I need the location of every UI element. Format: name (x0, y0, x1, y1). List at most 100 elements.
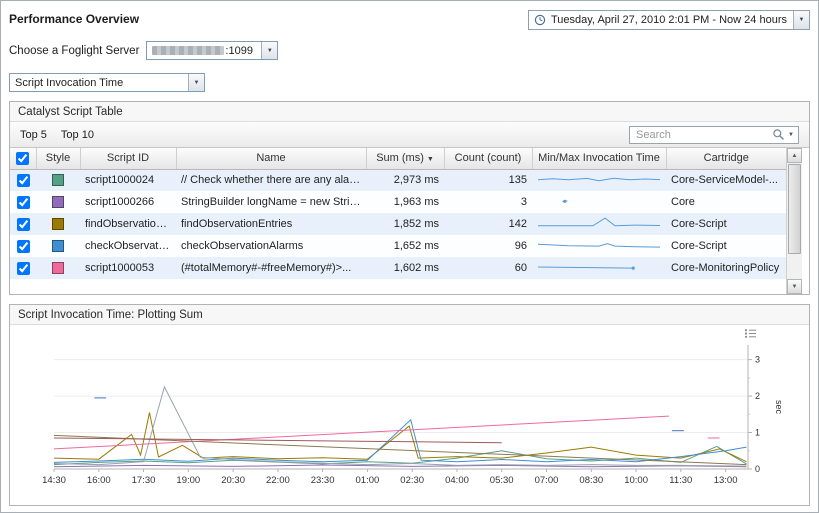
scroll-up-arrow[interactable]: ▲ (787, 148, 802, 163)
name-cell: checkObservationAlarms (181, 240, 304, 252)
metric-dropdown-arrow[interactable]: ▼ (188, 74, 204, 91)
minmax-sparkline (537, 266, 635, 270)
svg-text:08:30: 08:30 (579, 475, 603, 486)
table-row[interactable]: findObservationE... findObservationEntri… (10, 213, 786, 235)
minmax-sparkline (562, 199, 568, 203)
cartridge-cell: Core-MonitoringPolicy (671, 262, 780, 274)
table-header-row: Style Script ID Name Sum (ms) ▼ Count (co… (10, 148, 786, 170)
col-style: Style (36, 148, 81, 170)
svg-text:1: 1 (755, 428, 760, 438)
table-row[interactable]: script1000024 // Check whether there are… (10, 169, 786, 191)
server-port-label: :1099 (225, 44, 253, 57)
style-swatch (52, 174, 64, 187)
select-all-checkbox[interactable] (16, 151, 30, 165)
page-title: Performance Overview (9, 12, 140, 26)
chart-options-icon[interactable] (744, 328, 757, 342)
search-icon[interactable] (772, 128, 785, 141)
time-range-icon (529, 14, 549, 26)
server-dropdown-arrow[interactable]: ▼ (261, 42, 278, 59)
name-cell: StringBuilder longName = new Strin... (181, 196, 365, 208)
top5-link[interactable]: Top 5 (20, 128, 47, 141)
sum-cell: 1,652 ms (393, 240, 439, 252)
svg-text:23:30: 23:30 (311, 475, 335, 486)
time-range-dropdown-arrow[interactable]: ▼ (793, 11, 809, 29)
table-row[interactable]: script1000053 (#totalMemory#-#freeMemory… (10, 257, 786, 279)
svg-text:05:30: 05:30 (490, 475, 514, 486)
search-input[interactable] (634, 127, 770, 142)
script-id-cell: findObservationE... (85, 218, 176, 230)
line-chart: 14:30 16:00 17:30 19:00 20:30 22:00 23:30 01:00… (42, 345, 784, 486)
server-name-redacted (152, 46, 225, 55)
script-table: Style Script ID Name Sum (ms) ▼ Count (co… (10, 148, 786, 279)
server-row: Choose a Foglight Server :1099 ▼ (9, 41, 810, 60)
scroll-down-arrow[interactable]: ▼ (787, 279, 802, 294)
time-range-label: Tuesday, April 27, 2010 2:01 PM - Now 24… (550, 14, 787, 26)
sort-desc-icon: ▼ (426, 156, 434, 164)
col-sum: Sum (ms) ▼ (366, 148, 445, 170)
minmax-sparkline (537, 177, 661, 181)
table-toolbar: Top 5 Top 10 ▼ (10, 122, 809, 148)
style-swatch (52, 240, 64, 253)
cartridge-cell: Core-Script (671, 240, 727, 252)
search-box[interactable]: ▼ (629, 125, 799, 144)
count-cell: 60 (514, 262, 527, 274)
svg-text:3: 3 (755, 355, 760, 365)
table-scrollbar[interactable]: ▲ ▼ (786, 148, 802, 294)
name-cell: // Check whether there are any alar... (181, 174, 362, 187)
row-checkbox[interactable] (16, 173, 30, 187)
sum-cell: 1,963 ms (393, 196, 439, 208)
col-minmax: Min/Max Invocation Time (532, 148, 667, 170)
svg-text:2: 2 (755, 391, 760, 401)
sum-cell: 1,852 ms (393, 218, 439, 230)
col-script-id: Script ID (80, 148, 177, 170)
count-cell: 135 (508, 174, 527, 187)
name-cell: findObservationEntries (181, 218, 293, 230)
metric-row: Script Invocation Time ▼ (9, 73, 810, 92)
row-checkbox[interactable] (16, 195, 30, 209)
col-name: Name (176, 148, 367, 170)
svg-text:10:00: 10:00 (624, 475, 648, 486)
cartridge-cell: Core-ServiceModel-... (671, 174, 778, 187)
search-options-arrow[interactable]: ▼ (788, 131, 794, 138)
svg-text:11:30: 11:30 (669, 475, 692, 486)
row-checkbox[interactable] (16, 217, 30, 231)
svg-text:22:00: 22:00 (266, 475, 290, 486)
scroll-thumb[interactable] (788, 164, 801, 254)
table-zone: Style Script ID Name Sum (ms) ▼ Count (co… (10, 148, 809, 294)
row-checkbox[interactable] (16, 239, 30, 253)
table-row[interactable]: checkObservation... checkObservationAlar… (10, 235, 786, 257)
table-row[interactable]: script1000266 StringBuilder longName = n… (10, 191, 786, 213)
plot-panel: Script Invocation Time: Plotting Sum 14:… (9, 304, 810, 506)
time-range-selector[interactable]: Tuesday, April 27, 2010 2:01 PM - Now 24… (527, 10, 810, 30)
col-count: Count (count) (444, 148, 533, 170)
catalyst-script-table-panel: Catalyst Script Table Top 5 Top 10 ▼ (9, 101, 810, 295)
svg-text:07:00: 07:00 (535, 475, 559, 486)
count-cell: 142 (508, 218, 527, 230)
style-swatch (52, 218, 64, 231)
svg-text:02:30: 02:30 (400, 475, 424, 486)
svg-text:01:00: 01:00 (356, 475, 380, 486)
server-dropdown[interactable]: :1099 ▼ (146, 41, 279, 60)
name-cell: (#totalMemory#-#freeMemory#)>... (181, 262, 352, 274)
svg-text:19:00: 19:00 (176, 475, 200, 486)
sum-cell: 1,602 ms (393, 262, 439, 274)
row-checkbox[interactable] (16, 261, 30, 275)
svg-text:16:00: 16:00 (87, 475, 111, 486)
script-id-cell: script1000266 (85, 196, 155, 208)
minmax-sparkline (538, 216, 661, 226)
sum-cell: 2,973 ms (393, 174, 439, 187)
chart-area: 14:30 16:00 17:30 19:00 20:30 22:00 23:30 01:00… (10, 325, 809, 505)
script-id-cell: checkObservation... (85, 240, 176, 252)
cartridge-cell: Core-Script (671, 218, 727, 230)
minmax-sparkline (537, 242, 661, 248)
cartridge-cell: Core (671, 196, 695, 208)
svg-text:14:30: 14:30 (42, 475, 66, 486)
count-cell: 96 (514, 240, 527, 252)
metric-dropdown-value: Script Invocation Time (15, 76, 124, 89)
svg-text:20:30: 20:30 (221, 475, 245, 486)
svg-text:13:00: 13:00 (714, 475, 738, 486)
table-panel-title: Catalyst Script Table (10, 102, 809, 122)
svg-text:04:00: 04:00 (445, 475, 469, 486)
metric-dropdown[interactable]: Script Invocation Time ▼ (9, 73, 205, 92)
top10-link[interactable]: Top 10 (60, 128, 94, 141)
